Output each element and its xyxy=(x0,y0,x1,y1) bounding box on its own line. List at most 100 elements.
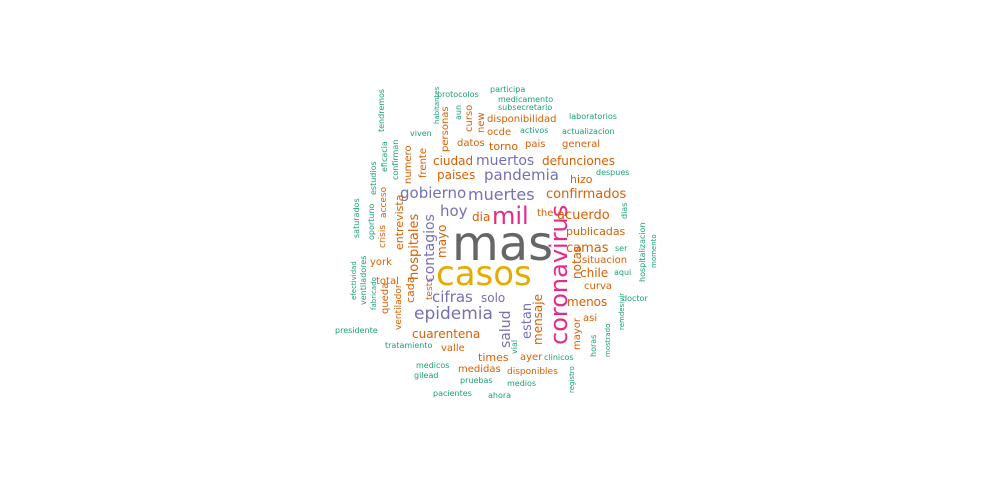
word-publicadas: publicadas xyxy=(566,225,626,238)
word-despues: despues xyxy=(596,168,629,177)
word-total: total xyxy=(376,276,399,287)
word-mensaje: mensaje xyxy=(531,294,545,345)
word-medidas: medidas xyxy=(458,364,501,375)
word-vial: vial xyxy=(510,340,519,354)
word-ocde: ocde xyxy=(487,127,511,138)
word-remdesivir: remdesivir xyxy=(618,293,626,330)
word-situacion: situacion xyxy=(582,255,627,266)
word-clinicos: clinicos xyxy=(544,353,574,362)
word-mayor: mayor xyxy=(572,317,583,350)
word-cuarentena: cuarentena xyxy=(412,327,480,341)
word-ayer: ayer xyxy=(520,352,543,363)
word-new: new xyxy=(476,112,487,133)
word-estan: estan xyxy=(520,303,535,339)
word-valle: valle xyxy=(441,343,465,354)
word-casos: casos xyxy=(436,254,532,294)
word-ventilador: ventilador xyxy=(394,284,404,330)
word-activos: activos xyxy=(520,126,548,135)
word-horas: horas xyxy=(589,335,598,357)
word-acceso: acceso xyxy=(379,186,389,218)
word-mas: mas xyxy=(452,216,553,272)
word-acuerdo: acuerdo xyxy=(557,208,610,223)
word-protocolos: protocolos xyxy=(437,90,479,99)
word-cada: cada xyxy=(404,276,417,303)
word-numero: numero xyxy=(403,145,414,184)
word-asi: asi xyxy=(583,313,597,324)
word-datos: datos xyxy=(457,138,485,149)
word-the: the xyxy=(537,208,553,219)
word-dias: dias xyxy=(620,203,629,219)
word-muertes: muertes xyxy=(468,185,535,204)
word-hoy: hoy xyxy=(440,202,468,220)
word-habitantes: habitantes xyxy=(433,86,441,124)
word-ventiladores: ventiladores xyxy=(359,256,368,305)
word-coronavirus: coronavirus xyxy=(545,205,573,345)
word-tratamiento: tratamiento xyxy=(385,341,433,350)
word-queda: queda xyxy=(380,283,391,314)
word-gobierno: gobierno xyxy=(400,184,466,202)
word-pandemia: pandemia xyxy=(484,166,559,184)
word-disponibilidad: disponibilidad xyxy=(487,114,556,125)
word-solo: solo xyxy=(481,291,505,305)
word-general: general xyxy=(562,139,600,150)
word-confirmados: confirmados xyxy=(546,187,626,202)
word-presidente: presidente xyxy=(335,326,378,335)
word-gilead: gilead xyxy=(414,371,438,380)
word-defunciones: defunciones xyxy=(542,154,615,168)
word-momento: momento xyxy=(650,234,658,268)
word-hospitales: hospitales xyxy=(407,213,422,280)
word-menos: menos xyxy=(567,295,607,309)
word-paises: paises xyxy=(437,168,475,182)
word-medios: medios xyxy=(507,379,536,388)
word-laboratorios: laboratorios xyxy=(569,112,617,121)
word-muertos: muertos xyxy=(476,153,534,169)
word-mil: mil xyxy=(492,202,529,230)
word-pruebas: pruebas xyxy=(460,376,493,385)
word-subsecretario: subsecretario xyxy=(498,103,552,112)
word-entrevista: entrevista xyxy=(393,195,406,250)
word-torno: torno xyxy=(489,140,518,153)
word-mostrado: mostrado xyxy=(604,324,612,357)
word-contagios: contagios xyxy=(422,214,438,282)
word-camas: camas xyxy=(566,241,609,256)
word-actualizacion: actualizacion xyxy=(562,127,615,136)
word-participa: participa xyxy=(490,85,525,94)
word-times: times xyxy=(478,351,509,364)
word-personas: personas xyxy=(440,106,451,152)
word-ahora: ahora xyxy=(488,391,511,400)
word-estudios: estudios xyxy=(369,161,378,195)
word-tendremos: tendremos xyxy=(377,89,386,132)
word-curso: curso xyxy=(464,105,475,132)
word-ciudad: ciudad xyxy=(433,154,473,168)
word-tests: tests xyxy=(425,278,435,300)
word-confirman: confirman xyxy=(391,140,400,180)
word-medicos: medicos xyxy=(416,361,449,370)
word-doctor: doctor xyxy=(622,294,648,303)
word-curva: curva xyxy=(584,281,612,292)
word-hospitalizacion: hospitalizacion xyxy=(638,222,647,282)
word-crisis: crisis xyxy=(378,225,388,248)
word-epidemia: epidemia xyxy=(414,304,493,324)
word-chile: chile xyxy=(580,266,608,280)
word-notas: notas xyxy=(570,246,584,279)
word-pais: pais xyxy=(525,139,545,150)
word-aun: aun xyxy=(454,105,463,120)
word-disponibles: disponibles xyxy=(507,367,558,377)
word-fabricado: fabricado xyxy=(370,277,378,310)
word-saturados: saturados xyxy=(352,198,361,238)
word-registro: registro xyxy=(568,366,576,393)
word-frente: frente xyxy=(418,148,429,178)
word-efectividad: efectividad xyxy=(350,261,358,300)
word-oportuno: oportuno xyxy=(367,204,376,240)
word-eficacia: eficacia xyxy=(380,141,389,172)
word-pacientes: pacientes xyxy=(433,389,472,398)
word-salud: salud xyxy=(498,310,514,348)
word-viven: viven xyxy=(410,129,432,138)
word-york: york xyxy=(370,257,392,268)
word-aqui: aqui xyxy=(614,268,631,277)
word-dia: dia xyxy=(472,210,490,224)
word-medicamento: medicamento xyxy=(498,95,553,104)
word-mayo: mayo xyxy=(435,225,449,259)
word-hizo: hizo xyxy=(570,173,593,186)
